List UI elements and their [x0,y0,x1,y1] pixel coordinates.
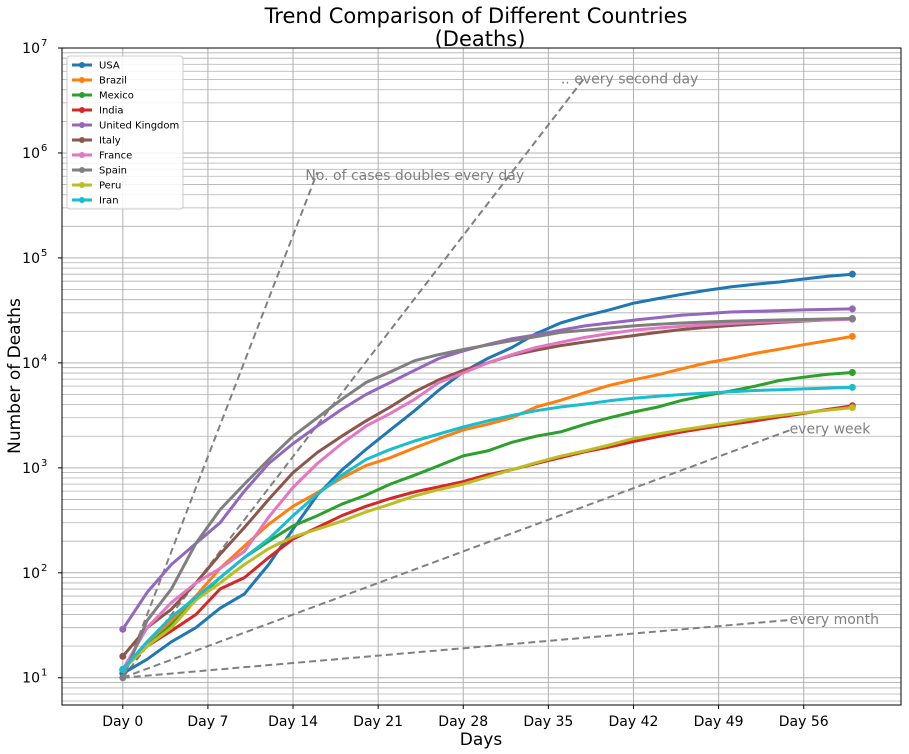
series-line [121,406,853,671]
reference-line-label: every week [790,421,872,437]
reference-line-label: every month [790,612,879,628]
chart-title: Trend Comparison of Different Countries [264,4,688,28]
series-line [121,404,853,671]
series-brazil [119,332,856,673]
grid-lines [62,48,901,705]
series-end-marker [848,314,856,322]
legend-label: USA [99,61,120,72]
legend-item: United Kingdom [72,121,179,132]
reference-line-label: .. every second day [561,71,698,87]
legend-marker [79,197,85,203]
legend-item: India [72,106,124,117]
legend-item: Brazil [72,76,127,87]
y-tick-exponent: 3 [41,458,47,469]
series-iran [119,383,856,673]
legend-label: Italy [99,136,121,147]
x-tick-label: Day 49 [694,714,744,730]
legend-item: USA [72,61,120,72]
series-end-marker [848,305,856,313]
x-tick-label: Day 21 [353,714,403,730]
reference-lines: No. of cases doubles every day .. every s… [121,71,879,679]
legend-marker [79,152,85,158]
reference-line [122,428,792,679]
series-line [121,317,853,679]
legend-marker [79,92,85,98]
legend-marker [79,122,85,128]
series-end-marker [848,270,856,278]
series-start-marker [119,674,127,682]
legend-item: Iran [72,196,119,207]
series-line [121,334,853,671]
y-tick-label: 10 [22,146,40,162]
legend-label: Mexico [99,91,134,102]
legend-marker [79,107,85,113]
y-tick-exponent: 4 [41,353,47,364]
y-tick-label: 10 [22,461,40,477]
series-france [119,315,856,673]
series-line [122,272,853,675]
legend-item: Spain [72,166,127,177]
y-tick-label: 10 [22,251,40,267]
y-tick-label: 10 [22,671,40,687]
x-axis-ticks: Day 0 Day 7 Day 14 Day 21 Day 28 Day 35 Day 42… [102,705,829,730]
series-end-marker [848,404,856,412]
series-end-marker [848,368,856,376]
legend-label: United Kingdom [99,121,179,132]
x-axis-label: Days [460,730,503,750]
y-tick-exponent: 2 [41,563,47,574]
series-lines [119,270,856,682]
x-tick-label: Day 42 [609,714,659,730]
legend-marker [79,167,85,173]
series-start-marker [119,652,127,660]
series-end-marker [848,383,856,391]
series-line [121,317,853,671]
reference-line [122,618,792,679]
y-tick-label: 10 [22,356,40,372]
plot-frame [61,47,902,706]
legend-label: India [99,106,124,117]
legend-marker [79,62,85,68]
series-peru [119,404,856,673]
legend-item: Mexico [72,91,134,102]
y-tick-exponent: 7 [41,38,47,49]
legend-item: Italy [72,136,121,147]
legend-marker [79,137,85,143]
legend-label: Brazil [99,76,127,87]
series-line [121,317,853,658]
legend-item: France [72,151,132,162]
y-tick-label: 10 [22,566,40,582]
legend: USA Brazil Mexico India United Kingdom Italy F… [66,55,184,210]
legend-label: Peru [99,181,121,192]
x-tick-label: Day 0 [102,714,143,730]
reference-line-label: No. of cases doubles every day [305,168,524,184]
x-tick-label: Day 35 [523,714,573,730]
y-tick-exponent: 5 [41,248,47,259]
legend-box [66,55,184,210]
legend-label: France [99,151,132,162]
series-start-marker [119,625,127,633]
chart-subtitle: (Deaths) [435,27,526,51]
y-tick-label: 10 [22,41,40,57]
legend-label: Iran [99,196,119,207]
legend-label: Spain [99,166,127,177]
y-tick-exponent: 1 [41,668,47,679]
y-tick-exponent: 6 [41,143,47,154]
x-tick-label: Day 56 [779,714,829,730]
y-axis-label: Number of Deaths [5,298,25,454]
x-tick-label: Day 28 [438,714,488,730]
legend-marker [79,77,85,83]
x-tick-label: Day 7 [187,714,228,730]
legend-marker [79,182,85,188]
legend-item: Peru [72,181,121,192]
series-line [121,385,853,671]
series-start-marker [119,665,127,673]
reference-line [121,171,319,679]
series-italy [119,315,856,660]
series-end-marker [848,332,856,340]
series-spain [119,314,856,682]
x-tick-label: Day 14 [268,714,318,730]
